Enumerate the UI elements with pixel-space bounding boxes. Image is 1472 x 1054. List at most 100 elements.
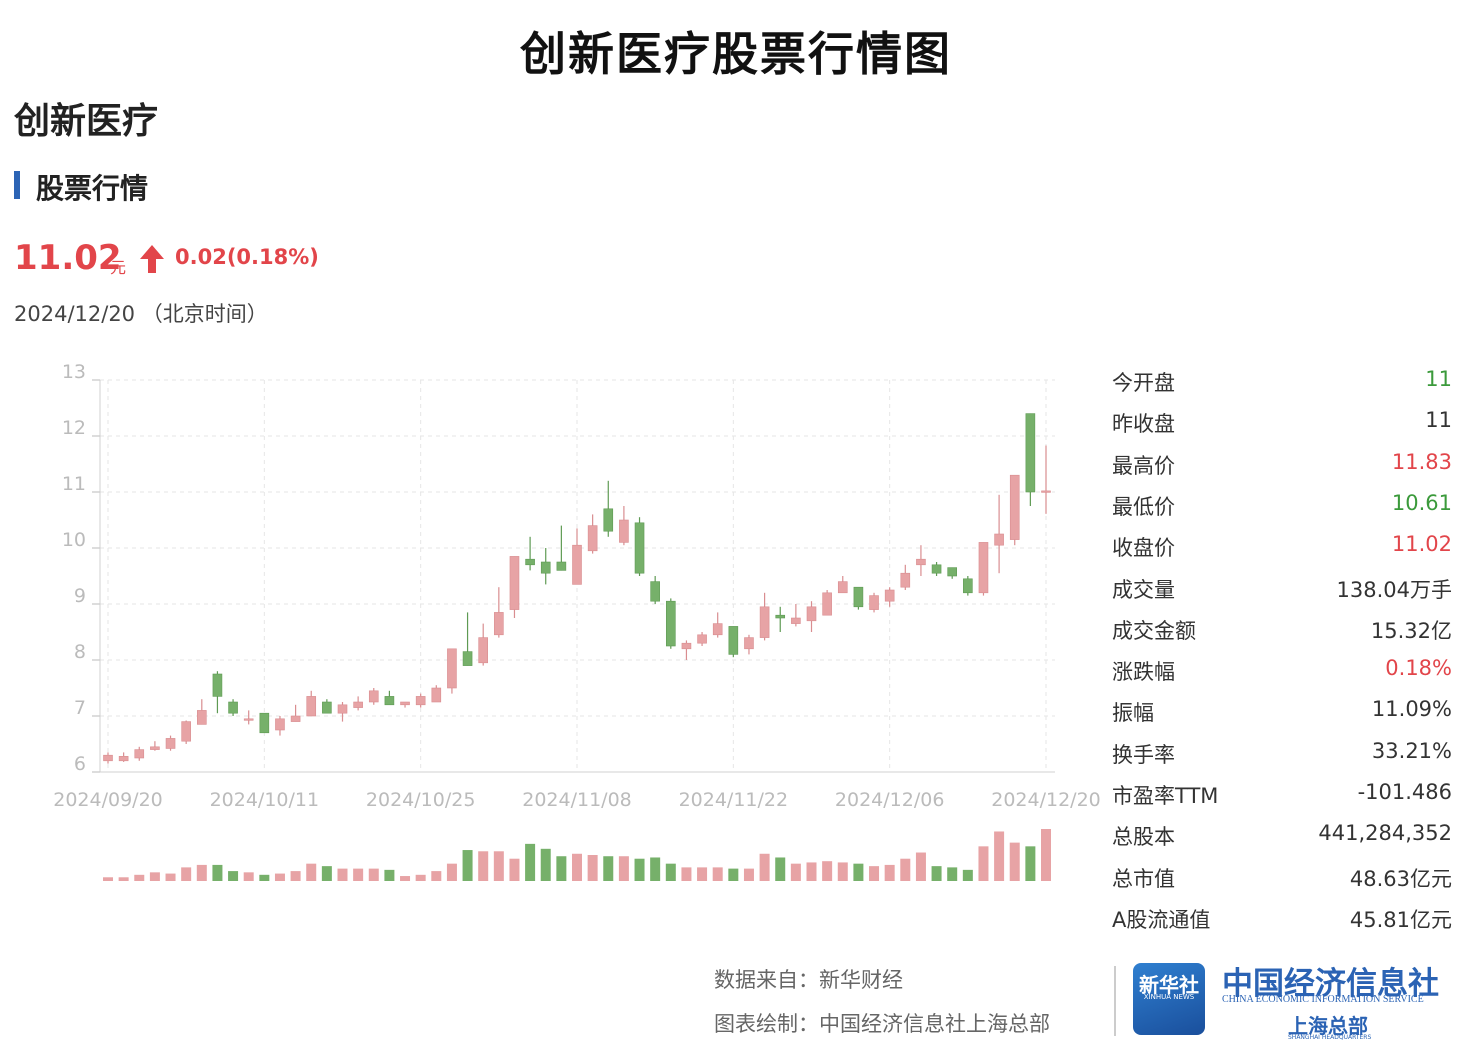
volume-bar (493, 851, 504, 881)
candle-body (665, 600, 676, 647)
candle-body (556, 561, 567, 571)
stat-label: 市盈率TTM (1112, 784, 1219, 808)
section-label: 股票行情 (36, 172, 149, 205)
candle-body (916, 558, 926, 566)
volume-bar (321, 866, 332, 881)
stat-label: 昨收盘 (1112, 412, 1175, 437)
stat-row: 成交金额 15.32亿 (1112, 615, 1452, 645)
candle-body (415, 696, 426, 706)
candle-body (431, 687, 442, 703)
candle-body (540, 561, 551, 574)
quote-date: 2024/12/20 （北京时间） (14, 302, 268, 326)
volume-bar (994, 831, 1005, 881)
candle-body (150, 746, 160, 750)
volume-bar (415, 874, 426, 881)
candle-body (587, 525, 598, 552)
xinhua-logo: 新华社 XINHUA NEWS (1133, 963, 1205, 1035)
volume-bar (947, 867, 958, 881)
candle-body (1041, 490, 1051, 493)
stat-value: 45.81亿元 (1349, 907, 1452, 932)
stat-label: 振幅 (1112, 701, 1154, 726)
stat-label: 成交量 (1112, 577, 1175, 602)
candle-body (963, 578, 973, 594)
candlestick-chart: 6 7 8 9 10 11 12 13 2024/09/20 2024/10/11 2024/10/… (53, 361, 1101, 881)
candle-body (650, 581, 660, 602)
candle-body (994, 533, 1004, 546)
candle-body (572, 544, 582, 585)
volume-bar (759, 853, 770, 881)
candle-body (791, 617, 801, 624)
stat-label: 换手率 (1112, 742, 1175, 767)
candle-body (259, 712, 270, 734)
stat-value: 15.32亿 (1370, 618, 1452, 643)
volume-bar (337, 868, 348, 881)
stat-value: 138.04万手 (1336, 577, 1452, 602)
stat-row: 收盘价 11.02 (1112, 532, 1452, 562)
stat-row: 总市值 48.63亿元 (1112, 863, 1452, 893)
section-accent-bar (14, 171, 20, 199)
candle-body (306, 696, 317, 717)
volume-bar (790, 863, 801, 881)
stat-value: 441,284,352 (1318, 821, 1452, 846)
candle-body (118, 756, 129, 762)
volume-bar (181, 867, 192, 881)
stat-row: 成交量 138.04万手 (1112, 574, 1452, 604)
x-tick-label: 2024/11/08 (522, 789, 632, 811)
y-tick-label: 11 (62, 473, 86, 495)
stat-label: 最低价 (1112, 494, 1175, 519)
y-tick-label: 10 (62, 529, 86, 551)
candle-body (1009, 474, 1020, 540)
stat-value: 11.02 (1391, 532, 1452, 557)
volume-bar (712, 867, 723, 881)
candle-body (728, 626, 739, 655)
stat-row: A股流通值 45.81亿元 (1112, 904, 1452, 934)
x-tick-label: 2024/12/06 (835, 789, 945, 811)
volume-bar (603, 856, 614, 881)
volume-bar (368, 868, 379, 881)
y-tick-label: 13 (62, 361, 86, 383)
stat-value: 11 (1425, 367, 1452, 391)
volume-bar (587, 855, 598, 881)
volume-bar (509, 858, 520, 881)
data-source: 数据来自：新华财经 (714, 968, 903, 992)
price-change: 0.02(0.18%) (175, 245, 319, 269)
price-unit: 元 (110, 258, 127, 277)
volume-bar (259, 874, 270, 881)
volume-bar (1009, 842, 1020, 881)
stat-label: 总股本 (1112, 825, 1175, 850)
volume-bar (775, 857, 786, 881)
volume-bar (306, 863, 317, 881)
candle-body (837, 581, 848, 594)
stat-row: 振幅 11.09% (1112, 697, 1452, 727)
volume-bar (931, 866, 942, 881)
x-tick-label: 2024/10/11 (210, 789, 320, 811)
volume-bar (149, 872, 160, 881)
volume-bar (900, 858, 911, 881)
candle-body (1025, 413, 1036, 493)
volume-bar (743, 868, 754, 881)
stat-row: 总股本 441,284,352 (1112, 821, 1452, 851)
volume-bar (665, 863, 676, 881)
volume-bar (1025, 846, 1036, 881)
candle-body (525, 558, 535, 566)
candle-body (759, 606, 770, 638)
volume-bar (478, 851, 489, 881)
volume-bar (103, 877, 113, 881)
stat-row: 最低价 10.61 (1112, 491, 1452, 521)
chart-maker: 图表绘制：中国经济信息社上海总部 (714, 1012, 1050, 1036)
candle-body (681, 642, 692, 650)
x-tick-label: 2024/12/20 (991, 789, 1101, 811)
candle-body (931, 564, 942, 574)
volume-bar (728, 868, 739, 881)
volume-bar (822, 861, 833, 881)
candle-body (619, 519, 629, 543)
candle-body (478, 637, 489, 664)
page-title: 创新医疗股票行情图 (520, 27, 952, 81)
candle-body (400, 701, 410, 706)
x-tick-label: 2024/09/20 (53, 789, 163, 811)
y-tick-label: 8 (74, 641, 86, 663)
stock-name: 创新医疗 (14, 101, 159, 142)
volume-bar (400, 876, 411, 881)
candle-body (603, 508, 614, 532)
y-tick-label: 12 (62, 417, 86, 439)
